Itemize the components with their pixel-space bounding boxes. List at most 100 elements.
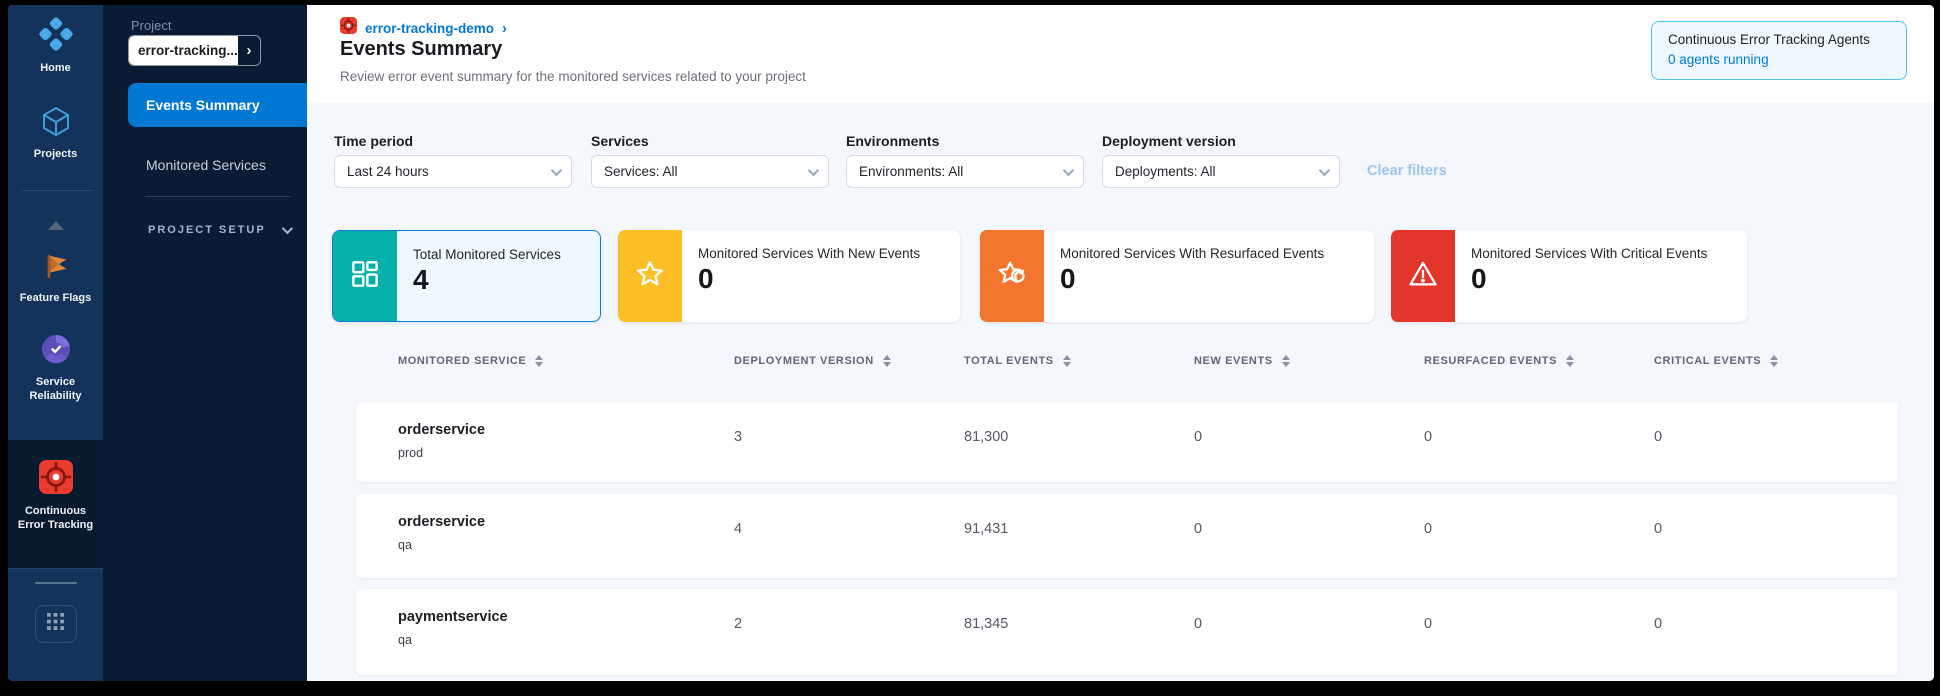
clear-filters-button[interactable]: Clear filters <box>1367 163 1447 179</box>
breadcrumb-project-link[interactable]: error-tracking-demo <box>365 20 495 36</box>
total-events-cell: 81,300 <box>964 429 1009 445</box>
column-label: CRITICAL EVENTS <box>1654 355 1762 367</box>
new-events-cell: 0 <box>1194 616 1203 632</box>
project-selector[interactable]: error-tracking... › <box>128 35 261 66</box>
dropdown-value: Deployments: All <box>1115 164 1216 179</box>
column-label: TOTAL EVENTS <box>964 355 1054 367</box>
deployment-version-cell: 2 <box>734 616 743 632</box>
harness-logo-icon <box>38 17 73 56</box>
card-new-events[interactable]: Monitored Services With New Events 0 <box>618 230 960 322</box>
resurfaced-events-cell: 0 <box>1424 616 1433 632</box>
sidebar-item-monitored-services[interactable]: Monitored Services <box>146 157 266 173</box>
nav-item-feature-flags[interactable]: Feature Flags <box>8 251 103 305</box>
card-title: Monitored Services With Resurfaced Event… <box>1060 246 1325 261</box>
chevron-down-icon <box>1318 164 1331 176</box>
total-events-cell: 91,431 <box>964 521 1009 537</box>
critical-events-cell: 0 <box>1654 616 1663 632</box>
column-header-critical-events[interactable]: CRITICAL EVENTS <box>1654 355 1779 367</box>
page-title: Events Summary <box>340 38 503 60</box>
breadcrumb: error-tracking-demo › <box>340 17 507 39</box>
service-name: paymentservice <box>398 609 508 625</box>
column-label: DEPLOYMENT VERSION <box>734 355 874 367</box>
dropdown-value: Services: All <box>604 164 678 179</box>
sort-icon <box>535 355 544 367</box>
project-setup-toggle[interactable]: PROJECT SETUP <box>148 222 293 236</box>
page-subtitle: Review error event summary for the monit… <box>340 69 806 84</box>
nav-item-projects[interactable]: Projects <box>8 105 103 161</box>
target-icon <box>38 460 73 499</box>
services-dropdown[interactable]: Services: All <box>591 155 829 188</box>
module-nav: Home Projects Feature Flags <box>8 5 103 681</box>
new-events-cell: 0 <box>1194 429 1203 445</box>
app-window: Home Projects Feature Flags <box>8 5 1934 681</box>
resurfaced-events-cell: 0 <box>1424 521 1433 537</box>
chevron-right-icon: › <box>246 42 252 59</box>
column-header-total-events[interactable]: TOTAL EVENTS <box>964 355 1071 367</box>
service-name: orderservice <box>398 422 486 438</box>
column-label: NEW EVENTS <box>1194 355 1273 367</box>
dropdown-value: Last 24 hours <box>347 164 429 179</box>
card-color-block <box>980 230 1044 322</box>
sort-icon <box>1770 355 1779 367</box>
card-title: Monitored Services With New Events <box>698 246 921 261</box>
card-total-monitored-services[interactable]: Total Monitored Services 4 <box>332 230 601 322</box>
page-body: Time period Services Environments Deploy… <box>307 103 1934 681</box>
environments-dropdown[interactable]: Environments: All <box>846 155 1084 188</box>
target-icon <box>340 17 357 39</box>
critical-events-cell: 0 <box>1654 521 1663 537</box>
filter-label-deployment-version: Deployment version <box>1102 133 1236 149</box>
time-period-dropdown[interactable]: Last 24 hours <box>334 155 572 188</box>
column-header-deployment-version[interactable]: DEPLOYMENT VERSION <box>734 355 891 367</box>
card-color-block <box>1391 230 1455 322</box>
deployments-dropdown[interactable]: Deployments: All <box>1102 155 1340 188</box>
page-header: error-tracking-demo › Events Summary Rev… <box>307 5 1934 103</box>
project-label: Project <box>131 18 172 33</box>
module-nav-footer <box>8 568 103 681</box>
collapse-up-icon[interactable] <box>47 221 64 230</box>
project-sidebar: Project error-tracking... › Events Summa… <box>103 5 307 681</box>
sidebar-item-label: Monitored Services <box>146 157 266 173</box>
nav-footer-divider <box>34 582 77 584</box>
table-row[interactable]: orderservice qa 4 91,431 0 0 0 <box>356 494 1898 578</box>
nav-divider <box>22 190 93 191</box>
card-value: 4 <box>413 264 429 295</box>
table-header: MONITORED SERVICE DEPLOYMENT VERSION TOT… <box>356 355 1898 375</box>
sort-icon <box>1566 355 1575 367</box>
column-header-monitored-service[interactable]: MONITORED SERVICE <box>398 355 544 367</box>
table-row[interactable]: orderservice prod 3 81,300 0 0 0 <box>356 402 1898 482</box>
sidebar-item-label: Events Summary <box>146 97 260 113</box>
flag-icon <box>41 251 71 286</box>
nav-item-label: Home <box>40 62 71 74</box>
column-label: RESURFACED EVENTS <box>1424 355 1558 367</box>
card-resurfaced-events[interactable]: Monitored Services With Resurfaced Event… <box>980 230 1374 322</box>
resurfaced-events-cell: 0 <box>1424 429 1433 445</box>
deployment-version-cell: 3 <box>734 429 743 445</box>
dashboard-grid-icon <box>351 260 379 293</box>
column-header-resurfaced-events[interactable]: RESURFACED EVENTS <box>1424 355 1575 367</box>
project-name: error-tracking... <box>129 36 238 65</box>
nav-item-label: Projects <box>33 148 78 160</box>
nav-item-service-reliability[interactable]: Service Reliability <box>8 333 103 403</box>
table-row[interactable]: paymentservice qa 2 81,345 0 0 0 <box>356 589 1898 675</box>
sidebar-divider <box>145 196 291 197</box>
agents-status-card: Continuous Error Tracking Agents 0 agent… <box>1651 21 1907 80</box>
column-label: MONITORED SERVICE <box>398 355 527 367</box>
card-color-block <box>618 230 682 322</box>
new-events-cell: 0 <box>1194 521 1203 537</box>
service-environment: prod <box>398 446 424 460</box>
sidebar-item-events-summary[interactable]: Events Summary <box>128 83 307 127</box>
chevron-down-icon <box>281 222 293 235</box>
card-value: 0 <box>1060 263 1076 294</box>
nav-item-continuous-error-tracking[interactable]: Continuous Error Tracking <box>8 460 103 532</box>
nav-item-home[interactable]: Home <box>8 17 103 75</box>
agents-running-link[interactable]: 0 agents running <box>1668 52 1769 67</box>
filter-label-time-period: Time period <box>334 133 414 149</box>
sort-icon <box>1062 355 1071 367</box>
card-title: Monitored Services With Critical Events <box>1471 246 1708 261</box>
module-picker-button[interactable] <box>34 605 77 643</box>
card-critical-events[interactable]: Monitored Services With Critical Events … <box>1391 230 1747 322</box>
filter-label-services: Services <box>591 133 649 149</box>
column-header-new-events[interactable]: NEW EVENTS <box>1194 355 1290 367</box>
chevron-down-icon <box>807 164 820 176</box>
reliability-icon <box>40 333 72 370</box>
